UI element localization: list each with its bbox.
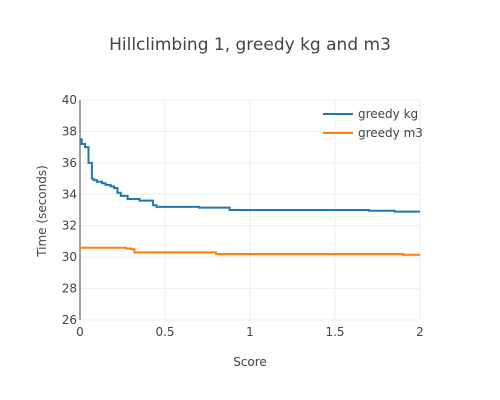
x-tick-label: 1.5 <box>325 325 344 339</box>
y-tick-label: 34 <box>62 187 77 201</box>
legend-item-greedy-kg[interactable]: greedy kg <box>323 107 418 121</box>
y-tick-label: 38 <box>62 124 77 138</box>
x-tick-label: 0.5 <box>155 325 174 339</box>
x-axis-title: Score <box>233 355 267 369</box>
y-axis-ticks: 26 28 30 32 34 36 38 40 <box>62 93 77 327</box>
x-tick-label: 1 <box>246 325 254 339</box>
y-tick-label: 26 <box>62 313 77 327</box>
series-line-greedy-m3[interactable] <box>80 246 420 256</box>
y-tick-label: 36 <box>62 156 77 170</box>
y-axis-title: Time (seconds) <box>35 165 49 258</box>
legend-label: greedy m3 <box>358 126 423 140</box>
x-axis-ticks: 0 0.5 1 1.5 2 <box>76 325 424 339</box>
legend[interactable]: greedy kg greedy m3 <box>323 107 423 140</box>
x-tick-label: 0 <box>76 325 84 339</box>
series-line-greedy-kg[interactable] <box>80 138 420 213</box>
y-tick-label: 30 <box>62 250 77 264</box>
y-tick-label: 32 <box>62 219 77 233</box>
gridlines <box>80 99 421 321</box>
legend-item-greedy-m3[interactable]: greedy m3 <box>323 126 423 140</box>
chart-title: Hillclimbing 1, greedy kg and m3 <box>109 35 391 55</box>
y-tick-label: 28 <box>62 282 77 296</box>
x-tick-label: 2 <box>416 325 424 339</box>
series-lines <box>80 138 420 256</box>
y-tick-label: 40 <box>62 93 77 107</box>
legend-label: greedy kg <box>358 107 418 121</box>
